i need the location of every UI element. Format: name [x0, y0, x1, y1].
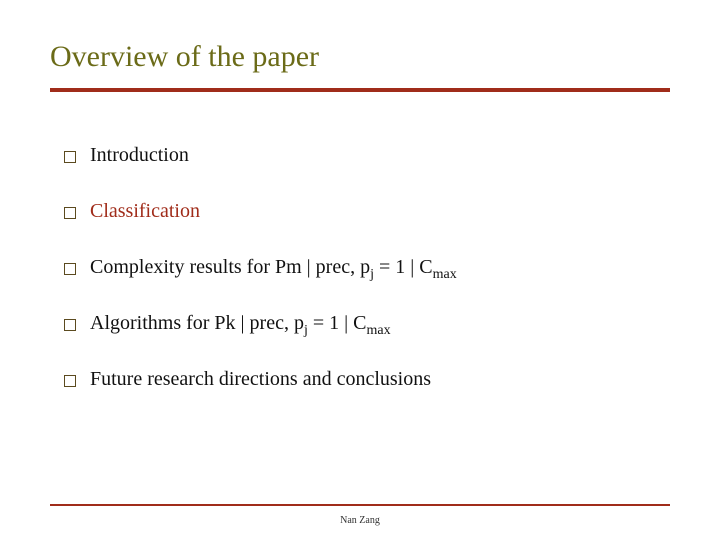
square-bullet-icon — [64, 319, 76, 331]
bullet-item: Future research directions and conclusio… — [64, 366, 670, 392]
bullet-item: Complexity results for Pm | prec, pj = 1… — [64, 254, 670, 280]
subscript: j — [370, 267, 374, 282]
bullet-item: Algorithms for Pk | prec, pj = 1 | Cmax — [64, 310, 670, 336]
bullet-text: Algorithms for Pk | prec, pj = 1 | Cmax — [90, 310, 391, 336]
bullet-text: Complexity results for Pm | prec, pj = 1… — [90, 254, 457, 280]
square-bullet-icon — [64, 151, 76, 163]
square-bullet-icon — [64, 263, 76, 275]
subscript: j — [304, 323, 308, 338]
bullet-item: Introduction — [64, 142, 670, 168]
slide-container: Overview of the paper Introduction Classi… — [0, 0, 720, 540]
subscript: max — [433, 267, 457, 282]
subscript: max — [367, 323, 391, 338]
square-bullet-icon — [64, 375, 76, 387]
bullet-text: Future research directions and conclusio… — [90, 366, 431, 392]
bullet-text: Introduction — [90, 142, 189, 168]
square-bullet-icon — [64, 207, 76, 219]
title-underline — [50, 88, 670, 92]
slide-title: Overview of the paper — [50, 40, 670, 74]
bullet-text: Classification — [90, 198, 200, 224]
footer-author: Nan Zang — [0, 515, 720, 526]
bullet-item: Classification — [64, 198, 670, 224]
footer-rule — [50, 504, 670, 506]
bullet-list: Introduction Classification Complexity re… — [50, 142, 670, 392]
